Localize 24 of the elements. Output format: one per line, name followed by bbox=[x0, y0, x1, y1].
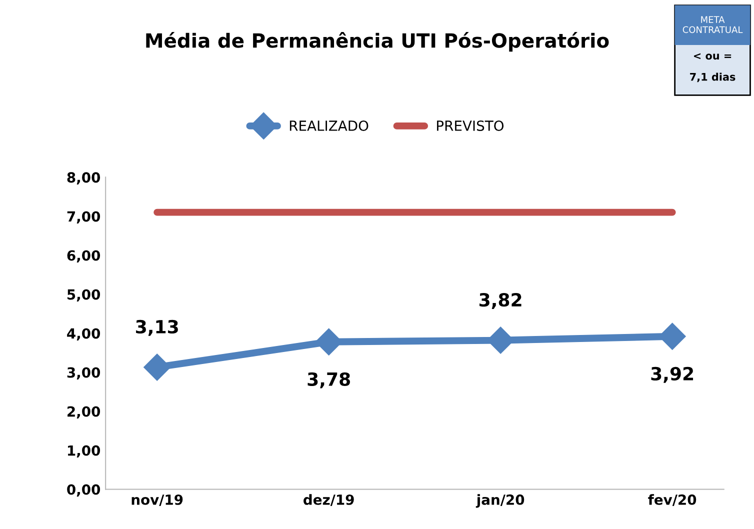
y-tick-label: 2,00 bbox=[68, 406, 100, 419]
x-tick-label: dez/19 bbox=[304, 494, 354, 506]
legend-label: REALIZADO bbox=[290, 120, 368, 131]
text: META CONTRATUAL bbox=[682, 16, 743, 34]
point bbox=[144, 354, 171, 381]
y-tick-label: 3,00 bbox=[67, 367, 100, 380]
y-tick-label: 5,00 bbox=[68, 289, 100, 302]
chart-title: Média de Permanência UTI Pós-Operatório bbox=[146, 32, 609, 52]
data-label: 3,13 bbox=[136, 320, 178, 336]
legend-label: PREVISTO bbox=[437, 120, 504, 131]
y-tick-label: 8,00 bbox=[67, 172, 100, 184]
data-label: 3,92 bbox=[651, 366, 694, 383]
data-label: 3,82 bbox=[480, 292, 522, 309]
y-tick-label: 4,00 bbox=[67, 328, 100, 341]
y-tick-label: 1,00 bbox=[68, 445, 100, 458]
x-tick-label: nov/19 bbox=[132, 494, 183, 506]
x-tick-label: fev/20 bbox=[648, 494, 696, 506]
y-tick-label: 6,00 bbox=[67, 250, 100, 262]
text: 7,1 dias bbox=[690, 72, 736, 82]
x-tick-label: jan/20 bbox=[476, 494, 524, 508]
data-label: 3,78 bbox=[308, 372, 350, 388]
text: < ou = bbox=[694, 53, 732, 60]
y-tick-label: 0,00 bbox=[67, 484, 100, 497]
y-tick-label: 7,00 bbox=[67, 211, 100, 224]
